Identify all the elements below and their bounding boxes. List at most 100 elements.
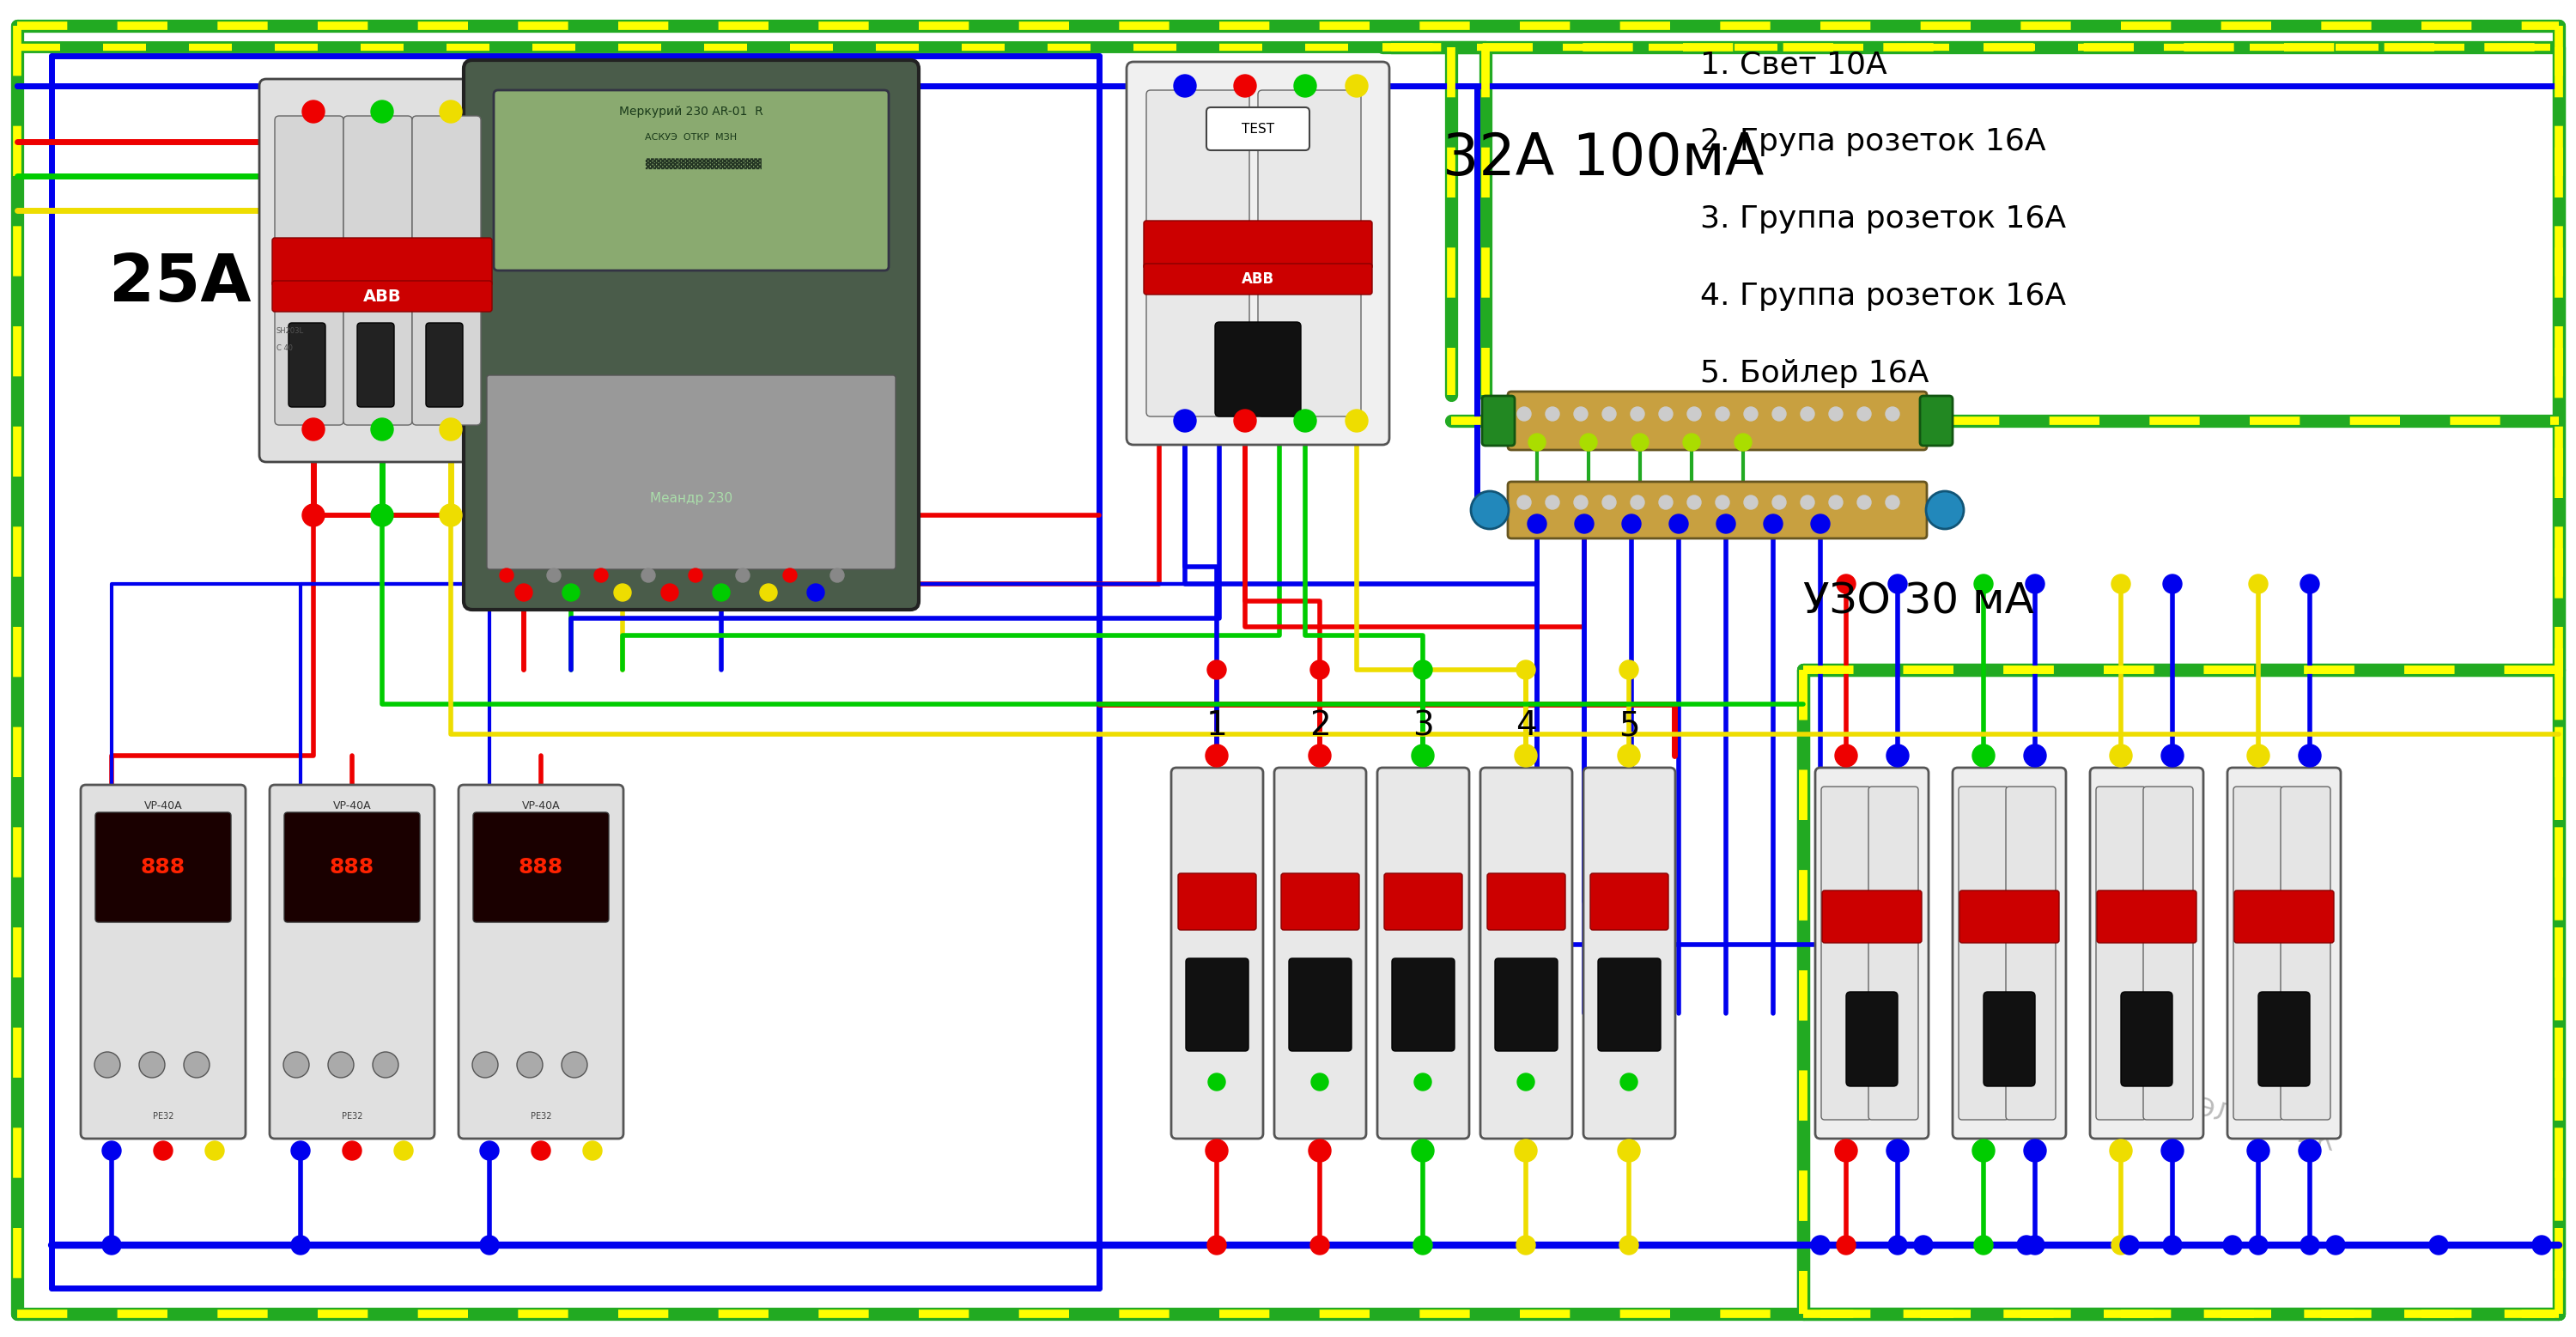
FancyBboxPatch shape xyxy=(487,376,896,570)
FancyBboxPatch shape xyxy=(1821,890,1922,943)
Circle shape xyxy=(1579,433,1597,451)
Text: C 40: C 40 xyxy=(276,344,294,352)
Circle shape xyxy=(1517,1235,1535,1254)
FancyBboxPatch shape xyxy=(358,322,394,406)
FancyBboxPatch shape xyxy=(1280,873,1360,931)
Circle shape xyxy=(371,504,394,527)
FancyBboxPatch shape xyxy=(1953,767,2066,1139)
Circle shape xyxy=(2161,745,2184,767)
Circle shape xyxy=(440,100,461,123)
FancyBboxPatch shape xyxy=(2228,767,2342,1139)
Circle shape xyxy=(1744,496,1757,509)
Circle shape xyxy=(1618,745,1641,767)
Circle shape xyxy=(394,1142,412,1161)
Circle shape xyxy=(1517,496,1530,509)
Circle shape xyxy=(1829,406,1842,421)
Circle shape xyxy=(582,1142,603,1161)
Circle shape xyxy=(1175,75,1195,98)
Circle shape xyxy=(440,418,461,440)
Circle shape xyxy=(1857,406,1870,421)
FancyBboxPatch shape xyxy=(95,813,232,923)
FancyBboxPatch shape xyxy=(1821,786,1870,1120)
Circle shape xyxy=(1175,409,1195,432)
Circle shape xyxy=(1528,515,1546,533)
Circle shape xyxy=(2112,575,2130,594)
Circle shape xyxy=(1546,496,1558,509)
Circle shape xyxy=(2429,1235,2447,1254)
Circle shape xyxy=(1973,1139,1994,1162)
Circle shape xyxy=(1687,406,1700,421)
Circle shape xyxy=(1234,409,1257,432)
Circle shape xyxy=(1412,745,1435,767)
Circle shape xyxy=(1886,745,1909,767)
Circle shape xyxy=(1515,745,1538,767)
FancyBboxPatch shape xyxy=(1507,481,1927,539)
Circle shape xyxy=(2164,1235,2182,1254)
Circle shape xyxy=(1857,496,1870,509)
Circle shape xyxy=(103,1142,121,1161)
Circle shape xyxy=(1602,406,1615,421)
Circle shape xyxy=(1834,1139,1857,1162)
Circle shape xyxy=(371,100,394,123)
Circle shape xyxy=(1687,496,1700,509)
Circle shape xyxy=(1206,745,1229,767)
FancyBboxPatch shape xyxy=(1146,90,1249,416)
Circle shape xyxy=(2112,1235,2130,1254)
FancyBboxPatch shape xyxy=(1481,396,1515,445)
Circle shape xyxy=(2532,1235,2550,1254)
FancyBboxPatch shape xyxy=(343,116,412,425)
FancyBboxPatch shape xyxy=(260,79,505,463)
Circle shape xyxy=(1682,433,1700,451)
Text: РЕ32: РЕ32 xyxy=(152,1112,173,1120)
Text: РЕ32: РЕ32 xyxy=(531,1112,551,1120)
FancyBboxPatch shape xyxy=(2233,786,2282,1120)
Text: 4. Группа розеток 16A: 4. Группа розеток 16A xyxy=(1700,282,2066,310)
Circle shape xyxy=(562,1052,587,1078)
Circle shape xyxy=(1517,406,1530,421)
Circle shape xyxy=(2300,575,2318,594)
Circle shape xyxy=(291,1142,309,1161)
Circle shape xyxy=(2120,1235,2138,1254)
Circle shape xyxy=(662,584,677,602)
Circle shape xyxy=(471,1052,497,1078)
Circle shape xyxy=(2110,745,2133,767)
Circle shape xyxy=(613,584,631,602)
Circle shape xyxy=(1659,406,1672,421)
Circle shape xyxy=(1311,660,1329,679)
Circle shape xyxy=(479,1235,500,1254)
Circle shape xyxy=(301,100,325,123)
Circle shape xyxy=(1631,433,1649,451)
Circle shape xyxy=(1631,406,1643,421)
Circle shape xyxy=(829,568,845,582)
Text: 2: 2 xyxy=(1309,710,1329,742)
Circle shape xyxy=(2164,575,2182,594)
FancyBboxPatch shape xyxy=(1847,992,1899,1086)
Text: Меандр 230: Меандр 230 xyxy=(649,492,732,504)
Circle shape xyxy=(2025,1235,2045,1254)
Circle shape xyxy=(1206,1139,1229,1162)
Circle shape xyxy=(1888,1235,1906,1254)
Text: УЗО 30 мА: УЗО 30 мА xyxy=(1803,580,2035,622)
Circle shape xyxy=(1801,496,1814,509)
Circle shape xyxy=(1772,496,1785,509)
Circle shape xyxy=(2246,745,2269,767)
Circle shape xyxy=(1631,496,1643,509)
FancyBboxPatch shape xyxy=(2007,786,2056,1120)
Circle shape xyxy=(518,1052,544,1078)
Circle shape xyxy=(1471,491,1510,529)
Circle shape xyxy=(1208,660,1226,679)
FancyBboxPatch shape xyxy=(1126,62,1388,445)
Circle shape xyxy=(1311,1235,1329,1254)
Text: 1: 1 xyxy=(1206,710,1226,742)
Circle shape xyxy=(2246,1139,2269,1162)
Circle shape xyxy=(1886,1139,1909,1162)
Circle shape xyxy=(760,584,778,602)
Circle shape xyxy=(1345,409,1368,432)
Text: 4: 4 xyxy=(1515,710,1535,742)
Text: АСКУЭ  ОТКР  МЗН: АСКУЭ ОТКР МЗН xyxy=(644,134,737,142)
Circle shape xyxy=(1734,433,1752,451)
Circle shape xyxy=(103,1235,121,1254)
Circle shape xyxy=(1886,496,1899,509)
Circle shape xyxy=(1973,745,1994,767)
Circle shape xyxy=(1772,406,1785,421)
